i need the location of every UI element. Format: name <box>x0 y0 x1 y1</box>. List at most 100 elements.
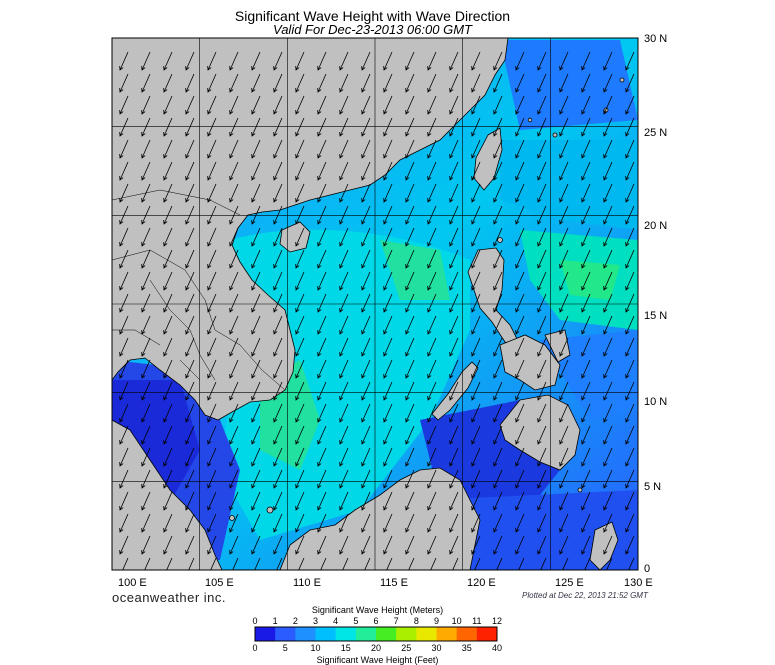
wave-arrow <box>317 227 327 247</box>
wave-arrow <box>515 183 525 203</box>
wave-arrow <box>405 491 415 511</box>
wave-arrow <box>537 469 547 489</box>
wave-arrow <box>405 205 415 225</box>
wave-arrow <box>383 403 393 423</box>
wave-arrow <box>603 73 613 93</box>
wave-arrow <box>207 535 217 555</box>
wave-arrow <box>471 447 481 467</box>
wave-arrow <box>493 491 503 511</box>
wave-arrow <box>559 117 569 137</box>
wave-arrow <box>405 403 415 423</box>
wave-arrow <box>537 425 547 445</box>
wave-arrow <box>119 161 129 181</box>
wave-arrow <box>408 557 415 570</box>
wave-arrow <box>383 161 393 181</box>
wave-arrow <box>119 315 129 335</box>
wave-arrow <box>625 425 635 445</box>
wave-arrow <box>317 337 327 357</box>
wave-arrow <box>251 469 261 489</box>
wave-arrow <box>229 315 239 335</box>
lat-label: 15 N <box>644 310 667 322</box>
wave-arrow <box>229 491 239 511</box>
wave-arrow <box>207 447 217 467</box>
wave-arrow <box>251 293 261 313</box>
wave-arrow <box>603 447 613 467</box>
wave-arrow <box>273 469 283 489</box>
wave-arrow <box>207 293 217 313</box>
wave-arrow <box>119 337 129 357</box>
wave-arrow <box>427 293 437 313</box>
wave-arrow <box>493 73 503 93</box>
wave-arrow <box>581 183 591 203</box>
wave-arrow <box>427 447 437 467</box>
wave-arrow <box>383 315 393 335</box>
wave-arrow <box>229 403 239 423</box>
wave-arrow <box>581 447 591 467</box>
wave-arrow <box>295 447 305 467</box>
wave-arrow <box>559 425 569 445</box>
wave-arrow <box>603 183 613 203</box>
wave-arrow <box>383 95 393 115</box>
wave-arrow <box>449 425 459 445</box>
visayas-islands <box>499 334 561 391</box>
wave-arrow <box>625 535 635 555</box>
wave-arrow <box>185 337 195 357</box>
wave-arrow <box>493 337 503 357</box>
legend-feet-tick: 35 <box>462 643 472 653</box>
wave-arrow <box>493 249 503 269</box>
wave-arrow <box>537 161 547 181</box>
wave-arrow <box>452 557 459 570</box>
wave-arrow <box>273 381 283 401</box>
wave-arrow <box>625 403 635 423</box>
wave-arrow <box>361 469 371 489</box>
wave-arrow <box>496 557 503 570</box>
wave-arrow <box>251 337 261 357</box>
wave-arrow <box>207 161 217 181</box>
legend-meter-tick: 9 <box>434 616 439 626</box>
wave-arrow <box>295 271 305 291</box>
wave-arrow <box>185 95 195 115</box>
wave-arrow <box>251 359 261 379</box>
wave-arrow <box>207 249 217 269</box>
legend-meter-tick: 7 <box>394 616 399 626</box>
wave-arrow <box>229 447 239 467</box>
wave-arrow <box>339 161 349 181</box>
wave-arrow <box>141 117 151 137</box>
wave-arrow <box>141 73 151 93</box>
lon-label: 100 E <box>118 577 147 589</box>
wave-arrow <box>339 73 349 93</box>
wave-arrow <box>207 271 217 291</box>
wave-arrow <box>559 161 569 181</box>
wave-arrow <box>625 183 635 203</box>
wave-arrow <box>229 271 239 291</box>
wave-arrow <box>625 249 635 269</box>
wave-arrow <box>603 491 613 511</box>
wave-arrow <box>185 447 195 467</box>
wave-arrow <box>163 95 173 115</box>
wave-arrow <box>581 73 591 93</box>
wave-arrow <box>163 447 173 467</box>
wave-arrow <box>185 183 195 203</box>
wave-arrow <box>185 205 195 225</box>
wave-arrow <box>427 491 437 511</box>
wave-arrow <box>581 205 591 225</box>
wave-arrow <box>295 51 305 71</box>
wave-arrow <box>141 381 151 401</box>
wave-arrow <box>229 117 239 137</box>
legend-meter-tick: 5 <box>353 616 358 626</box>
wave-arrow <box>427 381 437 401</box>
wave-arrow <box>141 183 151 203</box>
wave-arrow <box>581 271 591 291</box>
wave-arrow <box>383 227 393 247</box>
wave-arrow <box>207 227 217 247</box>
wave-arrow <box>449 381 459 401</box>
wave-arrow <box>163 425 173 445</box>
wave-arrow <box>603 337 613 357</box>
legend-swatch <box>355 627 377 641</box>
wave-arrow <box>559 447 569 467</box>
wave-arrow <box>251 447 261 467</box>
wave-arrow <box>273 183 283 203</box>
wave-arrow <box>383 139 393 159</box>
wave-arrow <box>295 425 305 445</box>
